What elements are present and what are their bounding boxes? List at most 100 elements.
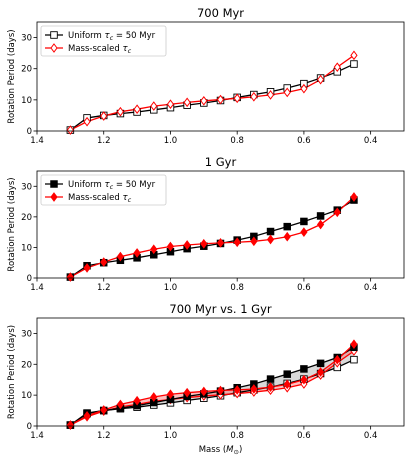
data-point <box>233 237 241 248</box>
x-tick-label: 1.2 <box>97 283 111 293</box>
data-point <box>350 355 358 364</box>
data-point <box>116 399 125 410</box>
data-point <box>166 99 175 110</box>
chart-panel-2: 1 Gyr 1.4 1.2 1.0 0.8 0.6 0.4 0 10 20 30 Rotation P… <box>7 155 405 293</box>
data-point <box>133 104 141 115</box>
data-point <box>350 192 358 202</box>
data-point <box>350 50 358 61</box>
data-point <box>116 106 125 117</box>
data-point <box>300 374 308 385</box>
data-point <box>150 101 158 111</box>
legend-box <box>40 174 167 206</box>
data-point <box>283 231 291 242</box>
data-point <box>283 379 291 390</box>
legend-marker <box>50 180 58 188</box>
series-line-3 <box>69 346 355 426</box>
data-point <box>316 367 325 377</box>
data-point <box>66 272 74 282</box>
data-point <box>316 359 325 368</box>
y-tick-label: 0 <box>27 422 32 432</box>
x-tick-label: 0.8 <box>230 431 244 441</box>
y-tick-label: 10 <box>21 96 32 106</box>
x-tick-label: 1.2 <box>97 136 111 146</box>
data-point <box>266 375 275 383</box>
data-point <box>266 382 275 392</box>
y-tick-label: 10 <box>21 391 32 401</box>
x-tick-label: 1.0 <box>164 136 178 146</box>
series-line-4 <box>70 343 355 426</box>
shaded-band-1 <box>70 347 354 426</box>
data-point <box>66 125 74 135</box>
data-point <box>150 244 158 255</box>
legend-label: Uniform τc = 50 Myr <box>68 180 156 191</box>
x-tick-label: 0.8 <box>230 136 244 146</box>
x-tick-label: 0.4 <box>364 136 378 146</box>
data-point <box>250 384 258 394</box>
data-point <box>83 263 91 273</box>
data-point <box>166 389 175 400</box>
x-tick-label: 0.4 <box>364 283 378 293</box>
x-tick-label: 1.2 <box>97 431 111 441</box>
data-point <box>266 90 275 100</box>
x-tick-label: 1.0 <box>164 283 178 293</box>
data-point <box>333 354 341 365</box>
data-point <box>100 405 108 415</box>
data-point <box>150 392 158 402</box>
x-tick-label: 0.8 <box>230 283 244 293</box>
data-point <box>250 236 258 247</box>
x-tick-label: 0.6 <box>297 136 311 146</box>
data-point <box>283 222 291 231</box>
x-tick-label: 1.0 <box>164 431 178 441</box>
data-point <box>200 386 208 397</box>
data-point <box>200 95 208 106</box>
data-point <box>300 217 308 226</box>
data-point <box>333 207 341 218</box>
axes-frame <box>36 170 405 279</box>
y-tick-label: 10 <box>21 243 32 253</box>
data-point <box>300 83 308 94</box>
legend: Uniform τc = 50 Myr Mass-scaled τc <box>40 174 167 206</box>
data-point <box>283 370 291 378</box>
data-point <box>250 91 258 102</box>
y-tick-label: 30 <box>21 329 32 339</box>
x-tick-label: 0.6 <box>297 431 311 441</box>
data-point <box>216 94 225 105</box>
legend-marker <box>50 31 58 39</box>
data-point <box>183 387 191 398</box>
legend-marker <box>50 43 58 53</box>
data-point <box>283 87 291 98</box>
axes-frame <box>36 317 405 427</box>
series-line-2 <box>70 54 355 131</box>
data-point <box>183 97 191 108</box>
data-point <box>316 74 325 85</box>
legend-label: Mass-scaled τc <box>68 44 132 55</box>
data-point <box>333 62 341 72</box>
x-axis-label: Mass (M⊙) <box>199 445 243 456</box>
data-point <box>100 111 108 121</box>
data-point <box>350 60 358 68</box>
chart-title: 700 Myr <box>197 6 244 20</box>
y-axis-label: Rotation Period (days) <box>7 177 17 271</box>
data-point <box>233 385 241 395</box>
legend-label: Mass-scaled τc <box>68 193 132 204</box>
x-tick-label: 1.4 <box>30 431 44 441</box>
y-tick-label: 20 <box>21 213 32 223</box>
legend: Uniform τc = 50 Myr Mass-scaled τc <box>40 25 167 57</box>
data-point <box>316 219 325 230</box>
x-tick-label: 0.4 <box>364 431 378 441</box>
data-point <box>300 227 308 237</box>
data-point <box>266 227 275 236</box>
data-point <box>116 251 125 262</box>
data-point <box>350 339 358 350</box>
y-axis-label: Rotation Period (days) <box>7 29 17 123</box>
chart-panel-1: 700 Myr 1.4 1.2 1.0 0.8 0.6 0.4 0 10 20 30 Rotation… <box>7 6 405 146</box>
data-point <box>266 234 275 245</box>
data-point <box>233 93 241 104</box>
y-tick-label: 20 <box>21 360 32 370</box>
y-tick-label: 0 <box>27 274 32 284</box>
axes-frame <box>36 21 405 132</box>
data-point <box>83 410 91 421</box>
chart-title: 1 Gyr <box>205 155 237 169</box>
data-point <box>200 238 208 249</box>
y-tick-label: 30 <box>21 34 32 44</box>
